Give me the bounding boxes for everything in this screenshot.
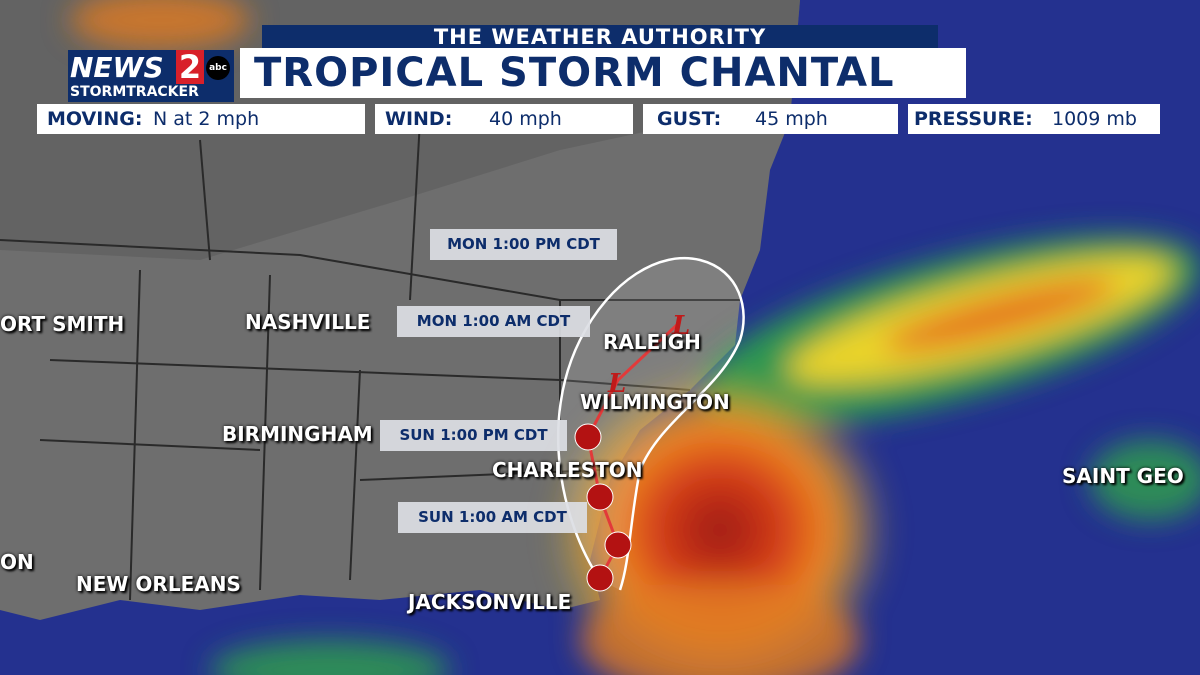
city-label: CHARLESTON xyxy=(492,458,643,482)
low-markers: LL xyxy=(607,311,690,399)
forecast-time: MON 1:00 AM CDT xyxy=(397,306,590,337)
stat-label: WIND: xyxy=(385,108,453,130)
stat-value: N at 2 mph xyxy=(153,108,260,130)
city-label: ORT SMITH xyxy=(0,312,125,336)
city-label: NASHVILLE xyxy=(245,310,371,334)
storm-title: TROPICAL STORM CHANTAL xyxy=(240,48,966,98)
stat-box: WIND: 40 mph xyxy=(375,104,633,134)
svg-text:L: L xyxy=(671,311,690,341)
stat-box: MOVING: N at 2 mph xyxy=(37,104,365,134)
forecast-time: SUN 1:00 AM CDT xyxy=(398,502,587,533)
forecast-time: SUN 1:00 PM CDT xyxy=(380,420,567,451)
stat-value: 45 mph xyxy=(755,108,828,130)
storm-icons xyxy=(574,423,632,592)
authority-bar: THE WEATHER AUTHORITY xyxy=(262,25,938,49)
logo-number: 2 xyxy=(176,50,204,84)
city-label: SAINT GEO xyxy=(1062,464,1184,488)
stat-label: MOVING: xyxy=(47,108,143,130)
stat-value: 1009 mb xyxy=(1052,108,1137,130)
logo-sub: STORMTRACKER xyxy=(70,84,199,100)
city-label: JACKSONVILLE xyxy=(408,590,572,614)
city-label: ON xyxy=(0,550,34,574)
stat-label: PRESSURE: xyxy=(914,108,1033,130)
stat-box: GUST: 45 mph xyxy=(643,104,898,134)
svg-text:L: L xyxy=(607,369,626,399)
cloud-cover xyxy=(70,0,1200,675)
city-label: RALEIGH xyxy=(603,330,701,354)
logo: NEWS 2 abc STORMTRACKER xyxy=(68,50,234,102)
stat-box: PRESSURE: 1009 mb xyxy=(908,104,1160,134)
city-label: BIRMINGHAM xyxy=(222,422,373,446)
logo-news: NEWS xyxy=(70,51,164,84)
forecast-time: MON 1:00 PM CDT xyxy=(430,229,617,260)
city-label: WILMINGTON xyxy=(580,390,730,414)
logo-network: abc xyxy=(206,56,230,80)
city-label: NEW ORLEANS xyxy=(76,572,241,596)
stat-value: 40 mph xyxy=(489,108,562,130)
stat-label: GUST: xyxy=(657,108,722,130)
